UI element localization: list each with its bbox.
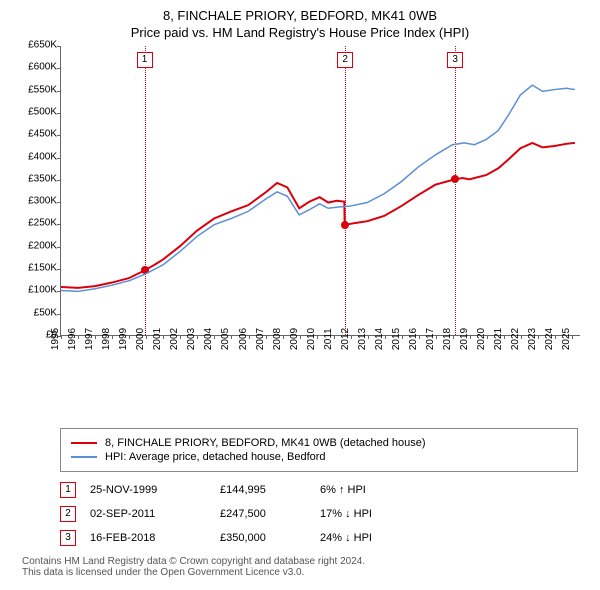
x-tick-mark — [317, 335, 318, 339]
event-number-box: 3 — [60, 530, 76, 546]
x-tick-mark — [112, 335, 113, 339]
x-tick-mark — [61, 335, 62, 339]
x-tick-mark — [146, 335, 147, 339]
x-tick-mark — [334, 335, 335, 339]
x-tick-mark — [214, 335, 215, 339]
legend-label: 8, FINCHALE PRIORY, BEDFORD, MK41 0WB (d… — [105, 437, 426, 449]
event-row: 1 25-NOV-1999£144,9956% ↑ HPI — [60, 478, 578, 502]
event-date: 16-FEB-2018 — [90, 532, 220, 544]
legend-swatch — [71, 456, 97, 458]
event-date: 02-SEP-2011 — [90, 508, 220, 520]
footer-line1: Contains HM Land Registry data © Crown c… — [22, 556, 578, 567]
x-tick-mark — [555, 335, 556, 339]
series-line — [61, 85, 575, 291]
chart-container: 8, FINCHALE PRIORY, BEDFORD, MK41 0WB Pr… — [0, 0, 600, 586]
legend-swatch — [71, 442, 97, 444]
x-tick-mark — [249, 335, 250, 339]
x-tick-mark — [436, 335, 437, 339]
x-tick-mark — [453, 335, 454, 339]
x-tick-mark — [300, 335, 301, 339]
x-tick-mark — [385, 335, 386, 339]
x-tick-mark — [368, 335, 369, 339]
footer: Contains HM Land Registry data © Crown c… — [22, 556, 578, 578]
y-tick-label: £350K — [28, 173, 57, 184]
event-delta: 17% ↓ HPI — [320, 508, 440, 520]
x-tick-mark — [402, 335, 403, 339]
x-tick-mark — [266, 335, 267, 339]
x-tick-mark — [197, 335, 198, 339]
x-tick-mark — [180, 335, 181, 339]
legend: 8, FINCHALE PRIORY, BEDFORD, MK41 0WB (d… — [60, 428, 578, 472]
y-tick-label: £400K — [28, 151, 57, 162]
legend-label: HPI: Average price, detached house, Bedf… — [105, 451, 326, 463]
series-line — [61, 143, 575, 288]
y-tick-label: £250K — [28, 218, 57, 229]
x-tick-mark — [78, 335, 79, 339]
y-tick-label: £200K — [28, 240, 57, 251]
event-date: 25-NOV-1999 — [90, 484, 220, 496]
x-tick-mark — [504, 335, 505, 339]
event-row: 3 16-FEB-2018£350,00024% ↓ HPI — [60, 526, 578, 550]
y-tick-label: £600K — [28, 62, 57, 73]
title-block: 8, FINCHALE PRIORY, BEDFORD, MK41 0WB Pr… — [10, 8, 590, 40]
x-tick-mark — [231, 335, 232, 339]
y-tick-label: £50K — [34, 307, 57, 318]
x-tick-mark — [351, 335, 352, 339]
x-tick-mark — [470, 335, 471, 339]
x-tick-mark — [487, 335, 488, 339]
y-tick-label: £100K — [28, 285, 57, 296]
event-number-box: 2 — [60, 506, 76, 522]
x-tick-mark — [572, 335, 573, 339]
x-tick-label: 1995 — [50, 328, 61, 350]
footer-line2: This data is licensed under the Open Gov… — [22, 567, 578, 578]
event-delta: 24% ↓ HPI — [320, 532, 440, 544]
event-price: £350,000 — [220, 532, 320, 544]
event-price: £247,500 — [220, 508, 320, 520]
y-tick-label: £150K — [28, 263, 57, 274]
x-tick-mark — [521, 335, 522, 339]
y-tick-label: £650K — [28, 40, 57, 51]
legend-row: HPI: Average price, detached house, Bedf… — [71, 451, 567, 463]
events-table: 1 25-NOV-1999£144,9956% ↑ HPI 2 02-SEP-2011… — [60, 478, 578, 550]
y-tick-label: £550K — [28, 84, 57, 95]
x-tick-mark — [538, 335, 539, 339]
x-tick-mark — [163, 335, 164, 339]
event-delta: 6% ↑ HPI — [320, 484, 440, 496]
series-svg — [61, 46, 580, 335]
x-tick-mark — [95, 335, 96, 339]
x-tick-mark — [283, 335, 284, 339]
x-tick-mark — [419, 335, 420, 339]
legend-row: 8, FINCHALE PRIORY, BEDFORD, MK41 0WB (d… — [71, 437, 567, 449]
title-subtitle: Price paid vs. HM Land Registry's House … — [10, 25, 590, 40]
event-price: £144,995 — [220, 484, 320, 496]
chart-area: £0£50K£100K£150K£200K£250K£300K£350K£400… — [10, 46, 590, 386]
event-number-box: 1 — [60, 482, 76, 498]
y-tick-label: £300K — [28, 196, 57, 207]
y-tick-label: £500K — [28, 106, 57, 117]
x-tick-mark — [129, 335, 130, 339]
title-address: 8, FINCHALE PRIORY, BEDFORD, MK41 0WB — [10, 8, 590, 23]
plot-area: £0£50K£100K£150K£200K£250K£300K£350K£400… — [60, 46, 580, 336]
y-tick-label: £450K — [28, 129, 57, 140]
event-row: 2 02-SEP-2011£247,50017% ↓ HPI — [60, 502, 578, 526]
